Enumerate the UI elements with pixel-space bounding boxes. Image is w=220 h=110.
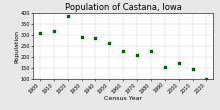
X-axis label: Census Year: Census Year [104, 96, 142, 101]
Point [121, 50, 125, 51]
Point [177, 62, 180, 64]
Point [108, 42, 111, 44]
Point [149, 50, 153, 51]
Point [135, 54, 139, 56]
Point [66, 16, 70, 17]
Point [205, 78, 208, 80]
Title: Population of Castana, Iowa: Population of Castana, Iowa [65, 3, 182, 12]
Point [52, 30, 56, 32]
Point [163, 66, 167, 68]
Y-axis label: Population: Population [15, 30, 19, 63]
Point [94, 38, 97, 39]
Point [191, 68, 194, 70]
Point [38, 32, 42, 34]
Point [80, 37, 83, 38]
